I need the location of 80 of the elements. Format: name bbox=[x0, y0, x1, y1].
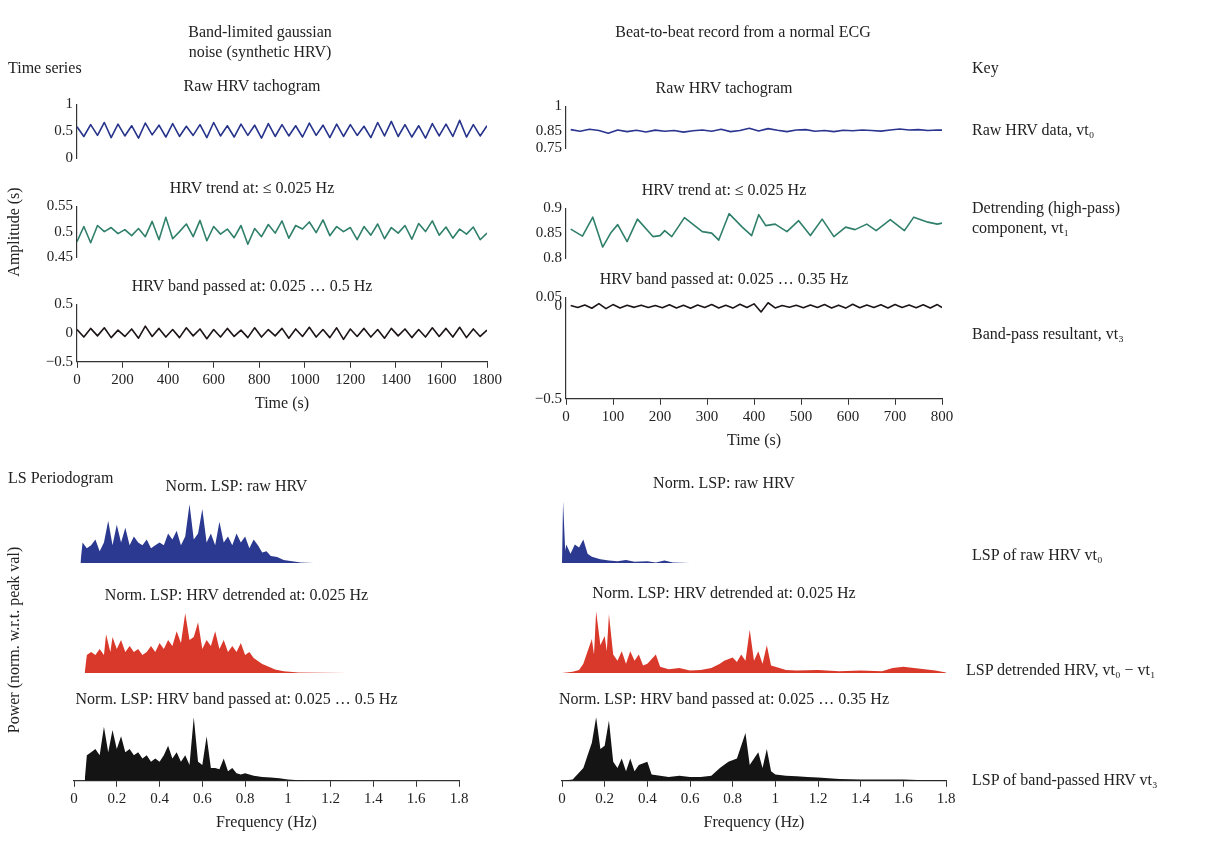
x-tick-label: 200 bbox=[648, 407, 672, 424]
y-tick-label: 0 bbox=[65, 323, 73, 340]
chart-title: HRV band passed at: 0.025 … 0.35 Hz bbox=[599, 269, 849, 288]
y-tick-label: 0.5 bbox=[54, 295, 73, 312]
y-tick-label: −0.5 bbox=[45, 352, 73, 369]
x-tick-label: 600 bbox=[836, 407, 860, 424]
x-tick-label: 0.6 bbox=[192, 789, 213, 806]
x-axis-title: Frequency (Hz) bbox=[216, 812, 317, 831]
text: LSP of band-passed HRV vt₃ bbox=[972, 770, 1158, 790]
text: Beat-to-beat record from a normal ECG bbox=[614, 22, 872, 42]
y-tick-label: 0.5 bbox=[54, 122, 73, 139]
x-tick-label: 0.2 bbox=[107, 789, 127, 806]
x-tick-label: 1.8 bbox=[936, 789, 956, 806]
y-axis-title: Amplitude (s) bbox=[4, 187, 24, 277]
text: Time series bbox=[8, 58, 82, 78]
chart-title: Norm. LSP: raw HRV bbox=[165, 476, 308, 494]
x-tick-label: 1400 bbox=[380, 370, 411, 387]
chart-title: Norm. LSP: HRV detrended at: 0.025 Hz bbox=[104, 585, 369, 603]
x-tick-label: 200 bbox=[111, 370, 134, 387]
chart-title: Norm. LSP: raw HRV bbox=[653, 473, 796, 491]
x-tick-label: 0.2 bbox=[595, 789, 615, 806]
x-tick-label: 1800 bbox=[472, 370, 502, 387]
text: LSP detrended HRV, vt₀ − vt₁ bbox=[966, 660, 1156, 680]
x-tick-label: 600 bbox=[202, 370, 225, 387]
y-tick-label: 0.55 bbox=[46, 197, 73, 214]
x-tick-label: 700 bbox=[883, 407, 907, 424]
chart-title: HRV trend at: ≤ 0.025 Hz bbox=[169, 178, 335, 196]
chart-title: Norm. LSP: HRV band passed at: 0.025 … 0.35 Hz bbox=[559, 689, 889, 708]
text: LS Periodogram bbox=[8, 468, 114, 488]
y-tick-label: 1 bbox=[554, 97, 562, 114]
x-tick-label: 1 bbox=[284, 789, 292, 806]
x-tick-label: 1.8 bbox=[449, 789, 469, 806]
chart-title: HRV trend at: ≤ 0.025 Hz bbox=[641, 180, 807, 198]
x-tick-label: 500 bbox=[789, 407, 813, 424]
y-tick-label: −0.5 bbox=[534, 389, 562, 406]
x-tick-label: 0.8 bbox=[723, 789, 743, 806]
chart-title: Raw HRV tachogram bbox=[183, 76, 322, 95]
x-tick-label: 0.6 bbox=[680, 789, 700, 806]
y-tick-label: 0.5 bbox=[54, 222, 73, 239]
text: LSP of raw HRV vt₀ bbox=[972, 545, 1103, 565]
x-tick-label: 1 bbox=[771, 789, 780, 806]
y-axis-title: Power (norm. w.r.t. peak val) bbox=[4, 546, 24, 734]
text: Detrending (high-pass) component, vt₁ bbox=[972, 198, 1121, 238]
chart-title: HRV band passed at: 0.025 … 0.5 Hz bbox=[131, 276, 373, 295]
y-tick-label: 0.75 bbox=[535, 138, 562, 155]
x-tick-label: 300 bbox=[695, 407, 719, 424]
y-tick-label: 0.8 bbox=[543, 248, 562, 265]
x-tick-label: 1.6 bbox=[406, 789, 427, 806]
x-tick-label: 1.2 bbox=[808, 789, 828, 806]
chart-title: Norm. LSP: HRV detrended at: 0.025 Hz bbox=[592, 583, 856, 601]
x-axis-title: Frequency (Hz) bbox=[703, 812, 805, 831]
y-tick-label: 0 bbox=[65, 148, 73, 165]
y-tick-label: 0.85 bbox=[535, 122, 562, 139]
y-tick-label: 0.9 bbox=[543, 199, 562, 216]
text: Raw HRV data, vt₀ bbox=[972, 120, 1095, 140]
x-tick-label: 100 bbox=[601, 407, 625, 424]
x-tick-label: 400 bbox=[742, 407, 766, 424]
text: Key bbox=[972, 58, 999, 78]
x-axis-title: Time (s) bbox=[726, 430, 782, 449]
x-tick-label: 1.4 bbox=[851, 789, 871, 806]
x-tick-label: 0.4 bbox=[150, 789, 170, 806]
chart-title: Norm. LSP: HRV band passed at: 0.025 … 0.5 Hz bbox=[75, 689, 398, 708]
x-tick-label: 1.2 bbox=[321, 789, 341, 806]
chart-title: Raw HRV tachogram bbox=[655, 78, 794, 97]
x-tick-label: 1200 bbox=[335, 370, 366, 387]
y-tick-label: 0.85 bbox=[535, 224, 562, 241]
y-tick-label: 1 bbox=[65, 95, 73, 112]
x-tick-label: 1.4 bbox=[364, 789, 384, 806]
x-tick-label: 400 bbox=[156, 370, 180, 387]
text: Band-pass resultant, vt₃ bbox=[972, 324, 1124, 344]
x-tick-label: 0.4 bbox=[637, 789, 658, 806]
x-tick-label: 800 bbox=[930, 407, 954, 424]
y-tick-label: 0.45 bbox=[46, 247, 73, 264]
x-axis-title: Time (s) bbox=[254, 393, 310, 412]
x-tick-label: 800 bbox=[247, 370, 271, 387]
text: Band-limited gaussian noise (synthetic HRV) bbox=[187, 22, 333, 62]
x-tick-label: 1.6 bbox=[893, 789, 914, 806]
x-tick-label: 1600 bbox=[426, 370, 457, 387]
x-tick-label: 0.8 bbox=[235, 789, 255, 806]
x-tick-label: 1000 bbox=[289, 370, 320, 387]
